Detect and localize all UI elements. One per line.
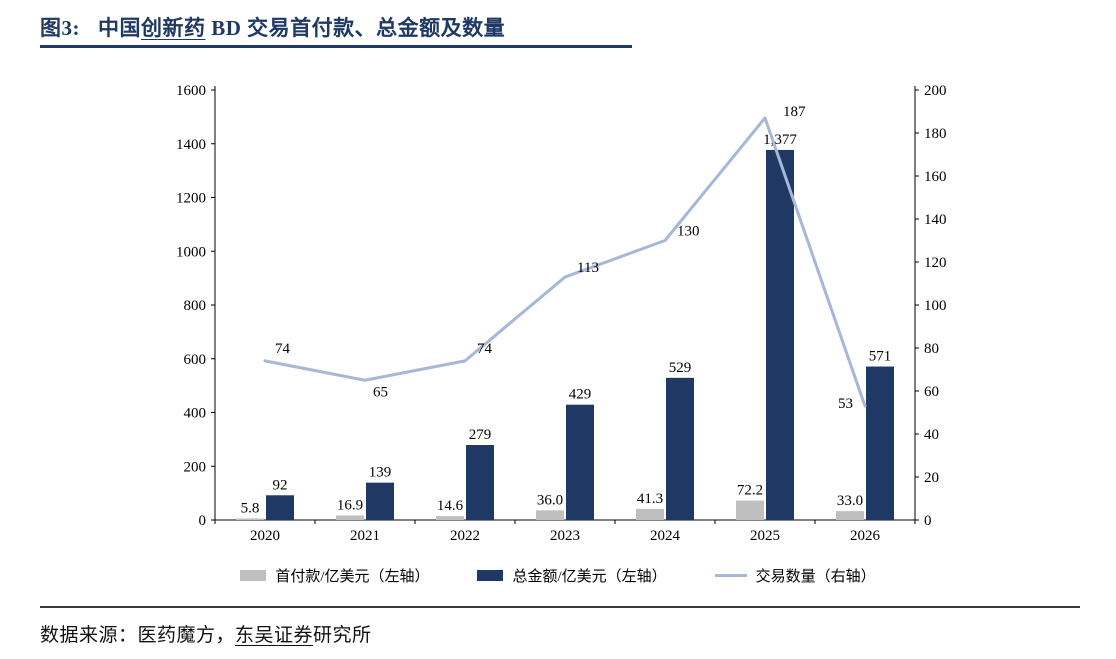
right-axis-tick-label: 120 (924, 255, 947, 271)
total-amount-bar (866, 366, 894, 520)
upfront-bar (836, 511, 864, 520)
deal-count-point-label: 65 (373, 384, 388, 400)
total-amount-bar-value-label: 92 (273, 477, 288, 493)
deal-count-point-label: 130 (677, 224, 700, 240)
title-underlined-term: 创新药 (141, 16, 206, 40)
combo-chart: 0 200 400 600 800 1000 1200 1400 1600 0 20 40 60 80 10… (40, 60, 1076, 586)
source-underlined-term: 东吴证券 (235, 625, 314, 646)
total-amount-bar (266, 495, 294, 520)
data-source: 数据来源：医药魔方，东吴证券研究所 (40, 620, 372, 647)
total-amount-bar (566, 404, 594, 520)
legend-item-total-amount: 总金额/亿美元（左轴） (477, 565, 667, 586)
legend-line-swatch-icon (714, 574, 747, 577)
right-axis-tick-label: 160 (924, 169, 947, 185)
legend-bar-swatch-icon (477, 570, 504, 581)
source-text: 数据来源：医药魔方， (40, 625, 236, 646)
total-amount-bar-value-label: 429 (569, 387, 592, 403)
right-axis-tick-label: 20 (924, 470, 939, 486)
total-amount-bar-value-label: 279 (469, 427, 492, 443)
deal-count-point-label: 74 (477, 341, 493, 357)
x-axis-category-label: 2024 (650, 528, 681, 544)
legend-label: 总金额/亿美元（左轴） (512, 569, 667, 585)
total-amount-bar-value-label: 571 (869, 349, 892, 365)
deal-count-line (263, 116, 867, 408)
chart-legend: 首付款/亿美元（左轴） 总金额/亿美元（左轴） 交易数量（右轴） (40, 565, 1076, 586)
upfront-bar (736, 500, 764, 520)
upfront-bar-value-label: 14.6 (437, 498, 464, 514)
total-amount-bar (466, 445, 494, 520)
title-text-plain: 中国 (98, 16, 141, 40)
right-axis-tick-label: 100 (924, 298, 947, 314)
figure-number-label: 图3: (40, 16, 80, 40)
left-axis-tick-label: 400 (184, 406, 207, 422)
upfront-bar-value-label: 41.3 (637, 491, 663, 507)
upfront-bar-value-label: 36.0 (537, 492, 563, 508)
deal-count-point-label: 113 (577, 260, 599, 276)
upfront-bar (636, 508, 664, 520)
upfront-bar (436, 516, 464, 520)
chart-canvas: 0 200 400 600 800 1000 1200 1400 1600 0 20 40 60 80 10… (176, 83, 947, 544)
title-text-rest: BD 交易首付款、总金额及数量 (205, 16, 506, 40)
footer-divider (40, 606, 1080, 608)
title-divider (40, 45, 632, 48)
x-axis-category-label: 2020 (250, 528, 280, 544)
right-axis-tick-label: 80 (924, 341, 939, 357)
upfront-bar-value-label: 33.0 (837, 493, 863, 509)
right-axis-tick-label: 60 (924, 384, 939, 400)
x-axis-category-label: 2023 (550, 528, 580, 544)
upfront-bar (236, 518, 264, 520)
legend-label: 交易数量（右轴） (755, 569, 876, 585)
left-axis-tick-label: 0 (199, 513, 207, 529)
legend-item-deal-count: 交易数量（右轴） (714, 565, 876, 586)
source-text-suffix: 研究所 (313, 625, 372, 646)
right-axis-tick-label: 40 (924, 427, 939, 443)
left-axis-tick-label: 800 (184, 298, 207, 314)
upfront-bar-value-label: 72.2 (737, 483, 763, 499)
total-amount-bar (666, 377, 694, 520)
left-axis-tick-label: 600 (184, 352, 207, 368)
upfront-bar (536, 510, 564, 520)
left-axis-tick-label: 1600 (176, 83, 206, 99)
deal-count-point-label: 53 (838, 396, 853, 412)
total-amount-bar-value-label: 139 (369, 465, 392, 481)
x-axis-category-label: 2021 (350, 528, 380, 544)
x-axis-category-label: 2022 (450, 528, 480, 544)
total-amount-bar (366, 482, 394, 520)
figure-title: 图3: 中国创新药 BD 交易首付款、总金额及数量 (40, 12, 505, 42)
left-axis-tick-label: 1000 (176, 244, 206, 260)
right-axis-tick-label: 200 (924, 83, 947, 99)
legend-bar-swatch-icon (240, 570, 267, 581)
upfront-bar-value-label: 5.8 (241, 500, 260, 516)
x-axis-category-label: 2026 (850, 528, 881, 544)
x-axis-category-label: 2025 (750, 528, 780, 544)
deal-count-point-label: 187 (783, 104, 806, 120)
right-axis-tick-label: 0 (924, 513, 932, 529)
right-axis-tick-label: 180 (924, 126, 947, 142)
total-amount-bar-value-label: 529 (669, 360, 692, 376)
left-axis-tick-label: 1200 (176, 191, 206, 207)
legend-item-upfront: 首付款/亿美元（左轴） (240, 565, 429, 586)
legend-label: 首付款/亿美元（左轴） (275, 569, 430, 585)
total-amount-bar (766, 149, 794, 520)
total-amount-bar-value-label: 1,377 (763, 132, 797, 148)
right-axis-tick-label: 140 (924, 212, 947, 228)
left-axis-tick-label: 1400 (176, 137, 206, 153)
left-axis-tick-label: 200 (184, 459, 207, 475)
deal-count-point-label: 74 (275, 341, 291, 357)
chart-plot-area: 0 200 400 600 800 1000 1200 1400 1600 0 20 40 60 80 10… (40, 60, 1076, 557)
upfront-bar (336, 515, 364, 520)
upfront-bar-value-label: 16.9 (337, 497, 363, 513)
